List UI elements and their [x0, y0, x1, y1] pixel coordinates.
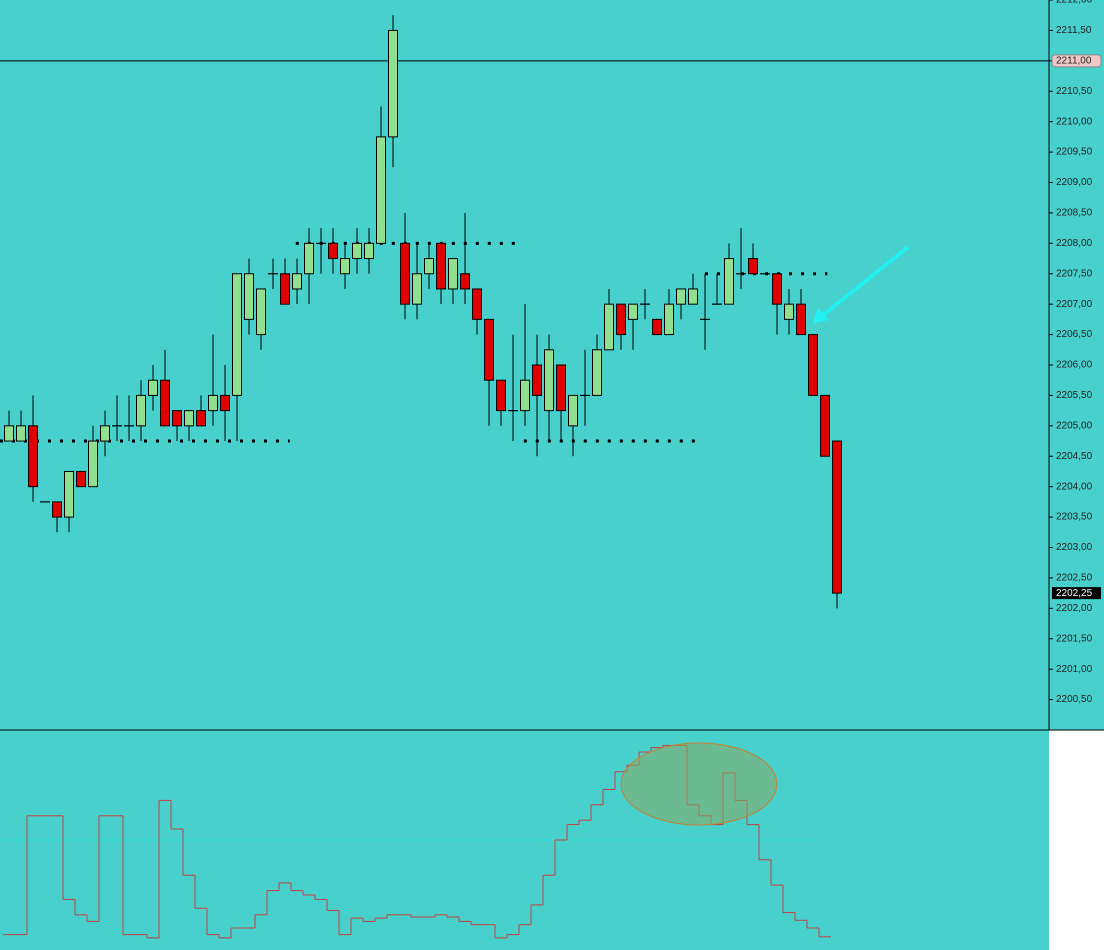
candle-body: [748, 258, 758, 275]
candle-body: [136, 394, 146, 427]
candle-body: [820, 394, 830, 457]
candle-body: [592, 349, 602, 396]
candle-body: [208, 394, 218, 412]
y-tick-label: 2202,50: [1056, 573, 1093, 584]
candle-body: [448, 258, 458, 290]
y-tick-label: 2210,00: [1056, 116, 1093, 127]
candle-body: [772, 273, 782, 305]
candle-body: [556, 364, 566, 412]
candle-body: [568, 394, 578, 427]
candle-body: [256, 288, 266, 336]
y-tick-label: 2201,50: [1056, 633, 1093, 644]
y-tick-label: 2208,50: [1056, 208, 1093, 219]
candle-body: [472, 288, 482, 320]
candle-body: [52, 501, 62, 518]
highlight-ellipse: [620, 742, 778, 826]
y-tick-label: 2209,00: [1056, 177, 1093, 188]
last-price-box: [1052, 587, 1101, 600]
candle-body: [616, 303, 626, 336]
candle-body: [520, 379, 530, 412]
y-tick-label: 2205,50: [1056, 390, 1093, 401]
y-tick-label: 2203,00: [1056, 542, 1093, 553]
candle-body: [4, 425, 14, 442]
y-tick-label: 2206,50: [1056, 329, 1093, 340]
candle-body: [544, 349, 554, 412]
candle-body: [328, 242, 338, 260]
y-tick-label: 2202,00: [1056, 603, 1093, 614]
y-tick-label: 2208,00: [1056, 238, 1093, 249]
candle-body: [532, 364, 542, 396]
candle-body: [172, 410, 182, 427]
candle-body: [196, 410, 206, 427]
last-price-label: 2202,25: [1056, 588, 1093, 599]
candle-body: [292, 273, 302, 290]
y-tick-label: 2206,00: [1056, 360, 1093, 371]
candle-body: [424, 258, 434, 275]
y-tick-label: 2203,50: [1056, 512, 1093, 523]
candle-body: [400, 242, 410, 305]
y-tick-label: 2209,50: [1056, 147, 1093, 158]
candle-body: [796, 303, 806, 336]
y-tick-label: 2201,00: [1056, 664, 1093, 675]
candle-body: [676, 288, 686, 305]
candle-body: [808, 334, 818, 396]
y-tick-label: 2211,50: [1056, 25, 1092, 36]
price-line-label: 2211,00: [1056, 55, 1092, 66]
candle-body: [76, 470, 86, 488]
candle-body: [280, 273, 290, 305]
candle-body: [376, 136, 386, 244]
candle-body: [628, 303, 638, 320]
arrow-head: [812, 308, 829, 324]
price-line-box: [1051, 54, 1102, 68]
candle-body: [16, 425, 26, 442]
y-tick-label: 2204,50: [1056, 451, 1093, 462]
candle-body: [364, 242, 374, 260]
arrow-shaft: [820, 245, 910, 318]
candle-body: [184, 410, 194, 427]
candle-body: [412, 273, 422, 305]
candle-body: [832, 440, 842, 594]
candle-body: [340, 258, 350, 275]
candle-body: [664, 303, 674, 336]
candle-body: [460, 273, 470, 290]
y-tick-label: 2204,00: [1056, 481, 1093, 492]
y-tick-label: 2205,00: [1056, 420, 1093, 431]
candle-body: [148, 379, 158, 396]
candle-body: [604, 303, 614, 351]
candle-body: [388, 29, 398, 138]
candle-body: [232, 273, 242, 396]
y-tick-label: 2212,00: [1056, 0, 1093, 6]
candle-body: [688, 288, 698, 305]
candle-body: [496, 379, 506, 412]
candle-body: [64, 470, 74, 518]
candle-body: [724, 258, 734, 305]
candle-body: [244, 273, 254, 320]
candle-body: [100, 425, 110, 442]
candle-body: [436, 242, 446, 290]
y-tick-label: 2200,50: [1056, 694, 1093, 705]
candle-body: [220, 394, 230, 412]
candle-body: [352, 242, 362, 260]
candle-body: [304, 242, 314, 275]
candle-body: [484, 318, 494, 381]
candle-body: [88, 440, 98, 488]
candle-body: [160, 379, 170, 427]
candle-body: [784, 303, 794, 320]
candle-body: [652, 318, 662, 336]
y-tick-label: 2207,00: [1056, 299, 1093, 310]
y-tick-label: 2210,50: [1056, 86, 1093, 97]
candle-body: [28, 425, 38, 488]
y-tick-label: 2207,50: [1056, 268, 1093, 279]
